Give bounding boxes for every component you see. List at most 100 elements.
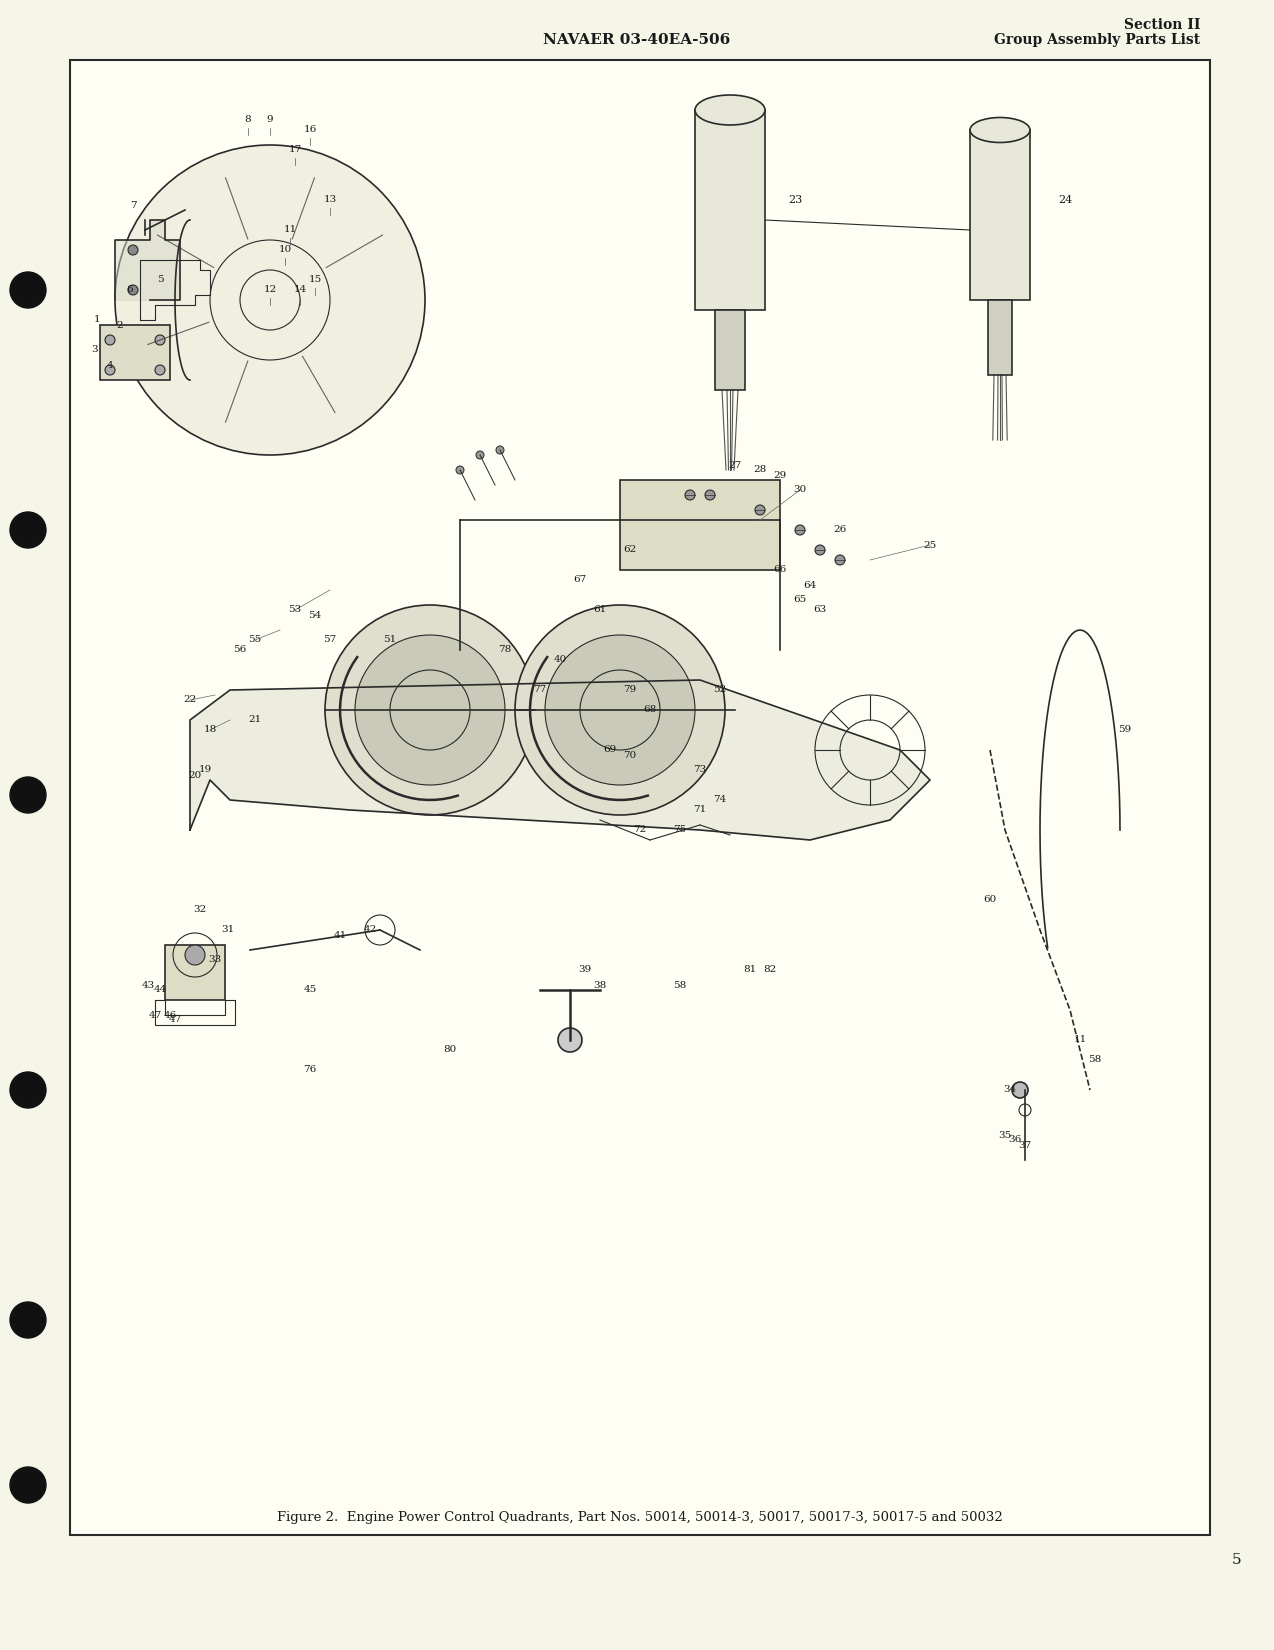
Circle shape — [496, 446, 505, 454]
Text: 31: 31 — [222, 926, 234, 934]
Polygon shape — [115, 219, 180, 300]
Text: 7: 7 — [130, 201, 136, 210]
Text: 35: 35 — [999, 1130, 1012, 1140]
Text: 18: 18 — [204, 726, 217, 734]
Text: 45: 45 — [303, 985, 317, 995]
Text: 41: 41 — [334, 931, 347, 939]
Text: 24: 24 — [1057, 195, 1073, 205]
Text: 37: 37 — [1018, 1140, 1032, 1150]
Text: 80: 80 — [443, 1046, 456, 1054]
Circle shape — [127, 244, 138, 256]
Text: 28: 28 — [753, 465, 767, 475]
Text: Figure 2.  Engine Power Control Quadrants, Part Nos. 50014, 50014-3, 50017, 5001: Figure 2. Engine Power Control Quadrants… — [278, 1510, 1003, 1523]
Circle shape — [104, 365, 115, 375]
Text: 16: 16 — [303, 125, 317, 135]
Text: 44: 44 — [153, 985, 167, 995]
Text: 26: 26 — [833, 525, 847, 535]
Bar — [620, 480, 780, 569]
Circle shape — [10, 512, 46, 548]
Text: 46: 46 — [163, 1010, 177, 1020]
Text: 69: 69 — [604, 746, 617, 754]
Circle shape — [515, 606, 725, 815]
Text: 52: 52 — [713, 685, 726, 695]
Text: 47: 47 — [148, 1010, 162, 1020]
Text: 40: 40 — [553, 655, 567, 665]
Text: 81: 81 — [743, 965, 757, 975]
Text: 73: 73 — [693, 766, 707, 774]
Text: 77: 77 — [534, 685, 547, 695]
Bar — [715, 310, 745, 389]
Bar — [70, 59, 1210, 1535]
Circle shape — [834, 554, 845, 564]
Text: 74: 74 — [713, 795, 726, 805]
Circle shape — [795, 525, 805, 535]
Circle shape — [185, 945, 205, 965]
Text: 27: 27 — [729, 460, 741, 470]
Circle shape — [558, 1028, 582, 1053]
Text: 47: 47 — [168, 1015, 182, 1025]
Text: 21: 21 — [248, 716, 261, 724]
Text: 65: 65 — [794, 596, 806, 604]
Text: 75: 75 — [674, 825, 687, 835]
Circle shape — [10, 1302, 46, 1338]
Text: 57: 57 — [324, 635, 336, 645]
Text: 82: 82 — [763, 965, 777, 975]
Ellipse shape — [970, 117, 1029, 142]
Text: 64: 64 — [804, 581, 817, 589]
Text: 8: 8 — [245, 116, 251, 124]
Text: 78: 78 — [498, 645, 512, 655]
Circle shape — [325, 606, 535, 815]
Circle shape — [127, 285, 138, 295]
Text: 55: 55 — [248, 635, 261, 645]
Text: 76: 76 — [303, 1066, 317, 1074]
Text: 1: 1 — [94, 315, 101, 325]
Text: 11: 11 — [1074, 1036, 1087, 1044]
Text: 9: 9 — [266, 116, 274, 124]
Text: 34: 34 — [1004, 1086, 1017, 1094]
Text: 6: 6 — [126, 285, 134, 294]
Text: 62: 62 — [623, 546, 637, 554]
Text: 67: 67 — [573, 576, 586, 584]
Bar — [989, 300, 1012, 375]
Text: 58: 58 — [1088, 1056, 1102, 1064]
Text: 60: 60 — [984, 896, 996, 904]
Text: 72: 72 — [633, 825, 647, 835]
Text: 68: 68 — [643, 706, 656, 714]
Circle shape — [104, 335, 115, 345]
Text: 56: 56 — [233, 645, 247, 655]
Bar — [166, 945, 225, 1000]
Text: 79: 79 — [623, 685, 637, 695]
Text: 61: 61 — [594, 606, 606, 614]
Circle shape — [815, 544, 826, 554]
Circle shape — [1012, 1082, 1028, 1097]
Bar — [696, 111, 764, 310]
Text: 13: 13 — [324, 195, 336, 205]
Text: 5: 5 — [157, 276, 163, 284]
Text: 32: 32 — [194, 906, 206, 914]
Text: 23: 23 — [787, 195, 803, 205]
Text: 5: 5 — [1232, 1553, 1242, 1567]
Text: 14: 14 — [293, 285, 307, 294]
Text: 20: 20 — [189, 771, 201, 779]
Text: 25: 25 — [924, 541, 936, 549]
Text: NAVAER 03-40EA-506: NAVAER 03-40EA-506 — [544, 33, 730, 46]
Text: 17: 17 — [288, 145, 302, 155]
Circle shape — [155, 365, 166, 375]
Circle shape — [155, 335, 166, 345]
Text: 53: 53 — [288, 606, 302, 614]
Text: 54: 54 — [308, 610, 321, 619]
Circle shape — [476, 450, 484, 459]
Text: Section II: Section II — [1124, 18, 1200, 31]
Text: 43: 43 — [141, 980, 154, 990]
Polygon shape — [190, 680, 930, 840]
Circle shape — [755, 505, 764, 515]
Text: 66: 66 — [773, 566, 786, 574]
Text: 33: 33 — [209, 955, 222, 965]
Circle shape — [705, 490, 715, 500]
Text: Group Assembly Parts List: Group Assembly Parts List — [994, 33, 1200, 46]
Circle shape — [10, 272, 46, 309]
Circle shape — [115, 145, 426, 455]
Circle shape — [685, 490, 696, 500]
Circle shape — [10, 777, 46, 813]
Text: 22: 22 — [183, 696, 196, 705]
